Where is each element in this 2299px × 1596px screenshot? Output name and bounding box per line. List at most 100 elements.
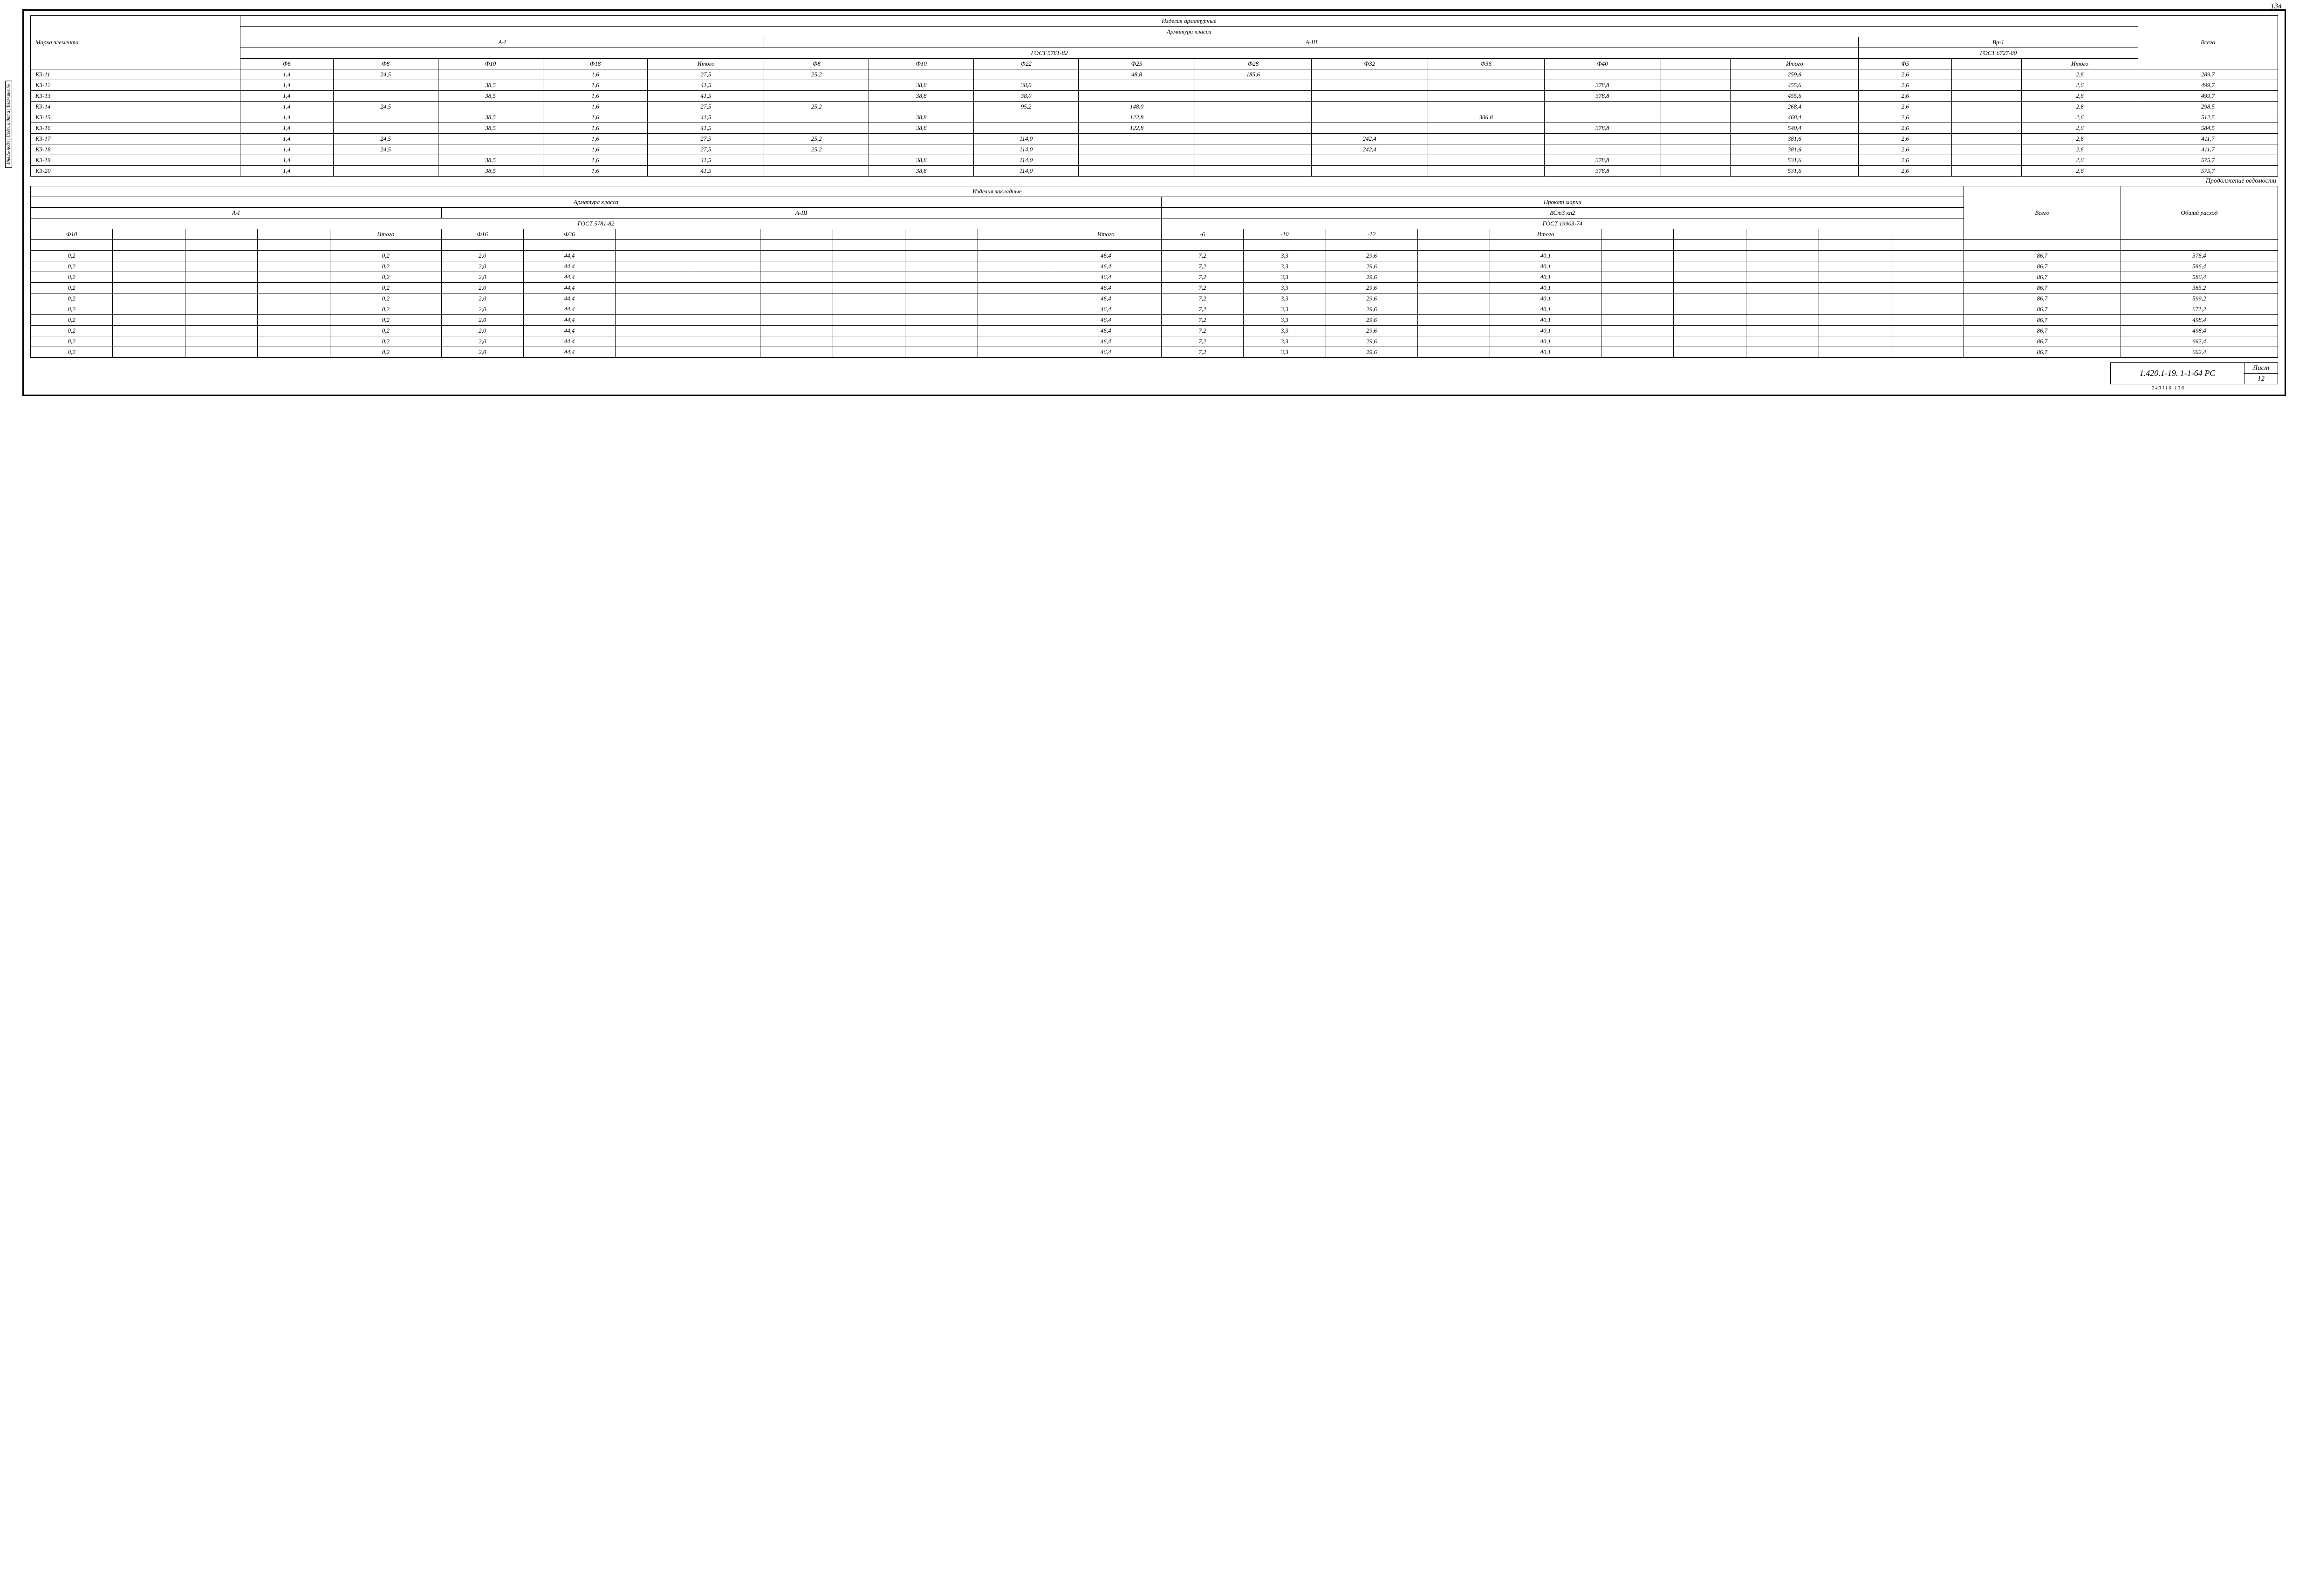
data-cell: 378,8 (1544, 166, 1661, 177)
data-cell (1661, 80, 1731, 91)
data-cell: 1,4 (240, 69, 333, 80)
title-block: 1.420.1-19. 1-1-64 РС Лист 12 (30, 362, 2278, 384)
top-col-header: Ф8 (333, 59, 438, 69)
data-cell: 242,4 (1311, 134, 1428, 144)
data-cell: 1,6 (543, 155, 648, 166)
data-cell (1601, 304, 1674, 315)
table-row: К3-111,424,51,627,525,248,8185,6259,62,6… (31, 69, 2278, 80)
data-cell (615, 336, 688, 347)
data-cell: 2,6 (1859, 91, 1952, 102)
data-cell: 1,6 (543, 144, 648, 155)
data-cell (764, 155, 869, 166)
data-cell (1079, 166, 1195, 177)
data-cell (1746, 251, 1819, 261)
data-cell: 381,6 (1731, 134, 1859, 144)
data-cell: 0,2 (330, 283, 442, 293)
top-col-header: Ф25 (1079, 59, 1195, 69)
row-grand: 498,4 (2121, 326, 2278, 336)
data-cell (1952, 144, 2022, 155)
data-cell: 0,2 (31, 251, 113, 261)
data-cell: 0,2 (31, 261, 113, 272)
grand-header: Общий расход (2121, 186, 2278, 240)
row-total: 512,5 (2138, 112, 2278, 123)
data-cell (905, 293, 978, 304)
data-cell (113, 251, 185, 261)
data-cell (1311, 123, 1428, 134)
data-cell (978, 347, 1050, 358)
bottom-total-header: Всего (1964, 186, 2121, 240)
bottom-a1: A-I (31, 208, 442, 218)
row-total: 575,7 (2138, 166, 2278, 177)
data-cell: 3,3 (1244, 293, 1326, 304)
data-cell: 1,6 (543, 69, 648, 80)
data-cell: 3,3 (1244, 251, 1326, 261)
data-cell: 95,2 (974, 102, 1079, 112)
data-cell: 46,4 (1050, 283, 1162, 293)
data-cell: 44,4 (523, 315, 615, 326)
data-cell: 0,2 (330, 336, 442, 347)
mark-cell: К3-20 (31, 166, 240, 177)
data-cell: 0,2 (31, 272, 113, 283)
bottom-col-header: Ф16 (441, 229, 523, 240)
bottom-super-title: Изделия закладные (31, 186, 1964, 197)
data-cell (978, 315, 1050, 326)
table-row: К3-131,438,51,641,538,838,0378,8455,62,6… (31, 91, 2278, 102)
data-cell: 3,3 (1244, 347, 1326, 358)
mark-cell: К3-15 (31, 112, 240, 123)
data-cell: 24,5 (333, 134, 438, 144)
data-cell: 44,4 (523, 272, 615, 283)
bp1-header: Вр-1 (1859, 37, 2138, 48)
data-cell: 0,2 (330, 326, 442, 336)
data-cell: 38,8 (869, 112, 974, 123)
row-grand: 498,4 (2121, 315, 2278, 326)
data-cell: 2,6 (2022, 166, 2138, 177)
data-cell: 0,2 (330, 347, 442, 358)
spacer-cell (1746, 240, 1819, 251)
data-cell (1417, 326, 1490, 336)
row-total: 298,5 (2138, 102, 2278, 112)
data-cell: 41,5 (648, 91, 764, 102)
spacer-cell (978, 240, 1050, 251)
data-cell (1601, 261, 1674, 272)
data-cell: 540,4 (1731, 123, 1859, 134)
data-cell (1891, 315, 1964, 326)
data-cell (185, 326, 258, 336)
data-cell (1952, 80, 2022, 91)
spacer-cell (1674, 240, 1746, 251)
data-cell: 3,3 (1244, 326, 1326, 336)
data-cell: 46,4 (1050, 293, 1162, 304)
data-cell (185, 347, 258, 358)
data-cell: 3,3 (1244, 336, 1326, 347)
data-cell (905, 272, 978, 283)
data-cell (1819, 326, 1891, 336)
mark-cell: К3-11 (31, 69, 240, 80)
data-cell (978, 272, 1050, 283)
data-cell: 114,0 (974, 144, 1079, 155)
data-cell (1891, 272, 1964, 283)
data-cell (615, 347, 688, 358)
data-cell: 7,2 (1161, 261, 1243, 272)
bottom-col-header (905, 229, 978, 240)
data-cell (1417, 261, 1490, 272)
data-cell (333, 80, 438, 91)
data-cell: 48,8 (1079, 69, 1195, 80)
data-cell: 0,2 (330, 261, 442, 272)
data-cell: 27,5 (648, 69, 764, 80)
data-cell (1195, 80, 1311, 91)
data-cell: 24,5 (333, 102, 438, 112)
data-cell: 148,0 (1079, 102, 1195, 112)
data-cell (978, 304, 1050, 315)
mark-cell: К3-17 (31, 134, 240, 144)
data-cell (905, 261, 978, 272)
mark-cell: К3-14 (31, 102, 240, 112)
data-cell: 40,1 (1490, 283, 1601, 293)
mark-cell: К3-12 (31, 80, 240, 91)
data-cell: 2,6 (2022, 69, 2138, 80)
data-cell (615, 293, 688, 304)
data-cell (1746, 347, 1819, 358)
data-cell (1746, 272, 1819, 283)
data-cell: 0,2 (330, 293, 442, 304)
data-cell (1661, 69, 1731, 80)
spacer-cell (523, 240, 615, 251)
spacer-cell (258, 240, 330, 251)
